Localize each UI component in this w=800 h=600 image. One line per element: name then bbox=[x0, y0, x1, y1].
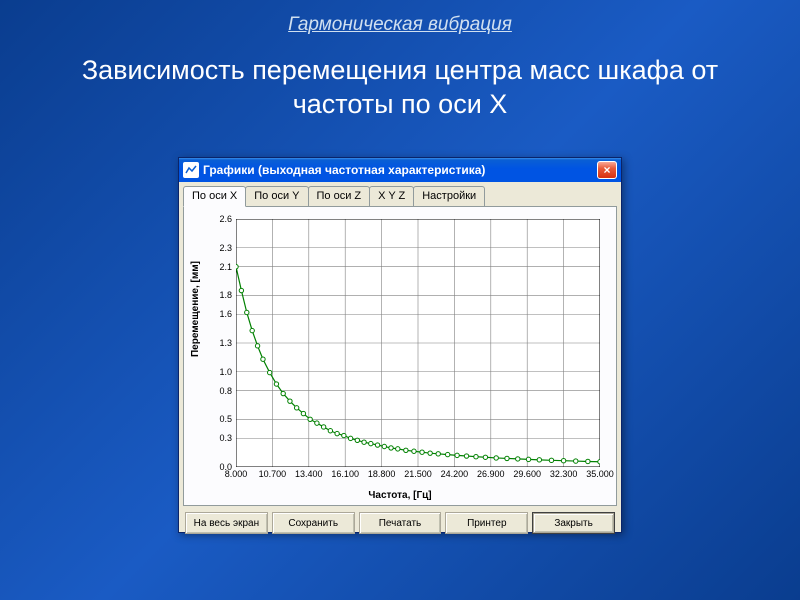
tab-settings[interactable]: Настройки bbox=[413, 186, 485, 206]
ytick-label: 0.8 bbox=[208, 386, 232, 396]
window-close-button[interactable]: × bbox=[597, 161, 617, 179]
chart-window: Графики (выходная частотная характеристи… bbox=[178, 157, 622, 533]
xtick-label: 29.600 bbox=[513, 469, 541, 479]
chart-ylabel: Перемещение, [мм] bbox=[190, 261, 201, 357]
ytick-label: 0.5 bbox=[208, 414, 232, 424]
tab-axis-z[interactable]: По оси Z bbox=[308, 186, 371, 206]
xtick-label: 8.000 bbox=[225, 469, 248, 479]
chart-area bbox=[236, 219, 600, 467]
ytick-label: 1.0 bbox=[208, 367, 232, 377]
xtick-label: 24.200 bbox=[441, 469, 469, 479]
slide-title: Зависимость перемещения центра масс шкаф… bbox=[0, 36, 800, 136]
tab-axis-y[interactable]: По оси Y bbox=[245, 186, 308, 206]
chart-xlabel: Частота, [Гц] bbox=[184, 490, 616, 501]
close-icon: × bbox=[603, 163, 610, 177]
fullscreen-button[interactable]: На весь экран bbox=[185, 512, 268, 534]
ytick-label: 1.8 bbox=[208, 290, 232, 300]
button-row: На весь экран Сохранить Печатать Принтер… bbox=[179, 506, 621, 540]
xtick-label: 21.500 bbox=[404, 469, 432, 479]
ytick-label: 2.3 bbox=[208, 243, 232, 253]
tab-bar: По оси X По оси Y По оси Z X Y Z Настрой… bbox=[179, 182, 621, 206]
save-button[interactable]: Сохранить bbox=[272, 512, 355, 534]
close-button[interactable]: Закрыть bbox=[532, 512, 615, 534]
xtick-label: 16.100 bbox=[331, 469, 359, 479]
xtick-label: 26.900 bbox=[477, 469, 505, 479]
xtick-label: 18.800 bbox=[368, 469, 396, 479]
chart-svg bbox=[236, 219, 600, 467]
printer-button[interactable]: Принтер bbox=[445, 512, 528, 534]
window-title: Графики (выходная частотная характеристи… bbox=[203, 163, 597, 177]
ytick-label: 1.3 bbox=[208, 338, 232, 348]
xtick-label: 35.000 bbox=[586, 469, 614, 479]
titlebar[interactable]: Графики (выходная частотная характеристи… bbox=[179, 158, 621, 182]
slide-header: Гармоническая вибрация bbox=[0, 0, 800, 36]
ytick-label: 2.6 bbox=[208, 214, 232, 224]
ytick-label: 2.1 bbox=[208, 262, 232, 272]
tab-panel: Перемещение, [мм] 0.00.30.50.81.01.31.61… bbox=[183, 206, 617, 506]
xtick-label: 10.700 bbox=[259, 469, 287, 479]
xtick-label: 13.400 bbox=[295, 469, 323, 479]
ytick-label: 1.6 bbox=[208, 309, 232, 319]
tab-axis-xyz[interactable]: X Y Z bbox=[369, 186, 414, 206]
tab-axis-x[interactable]: По оси X bbox=[183, 186, 246, 207]
xtick-label: 32.300 bbox=[550, 469, 578, 479]
ytick-label: 0.3 bbox=[208, 433, 232, 443]
app-icon bbox=[183, 162, 199, 178]
print-button[interactable]: Печатать bbox=[359, 512, 442, 534]
